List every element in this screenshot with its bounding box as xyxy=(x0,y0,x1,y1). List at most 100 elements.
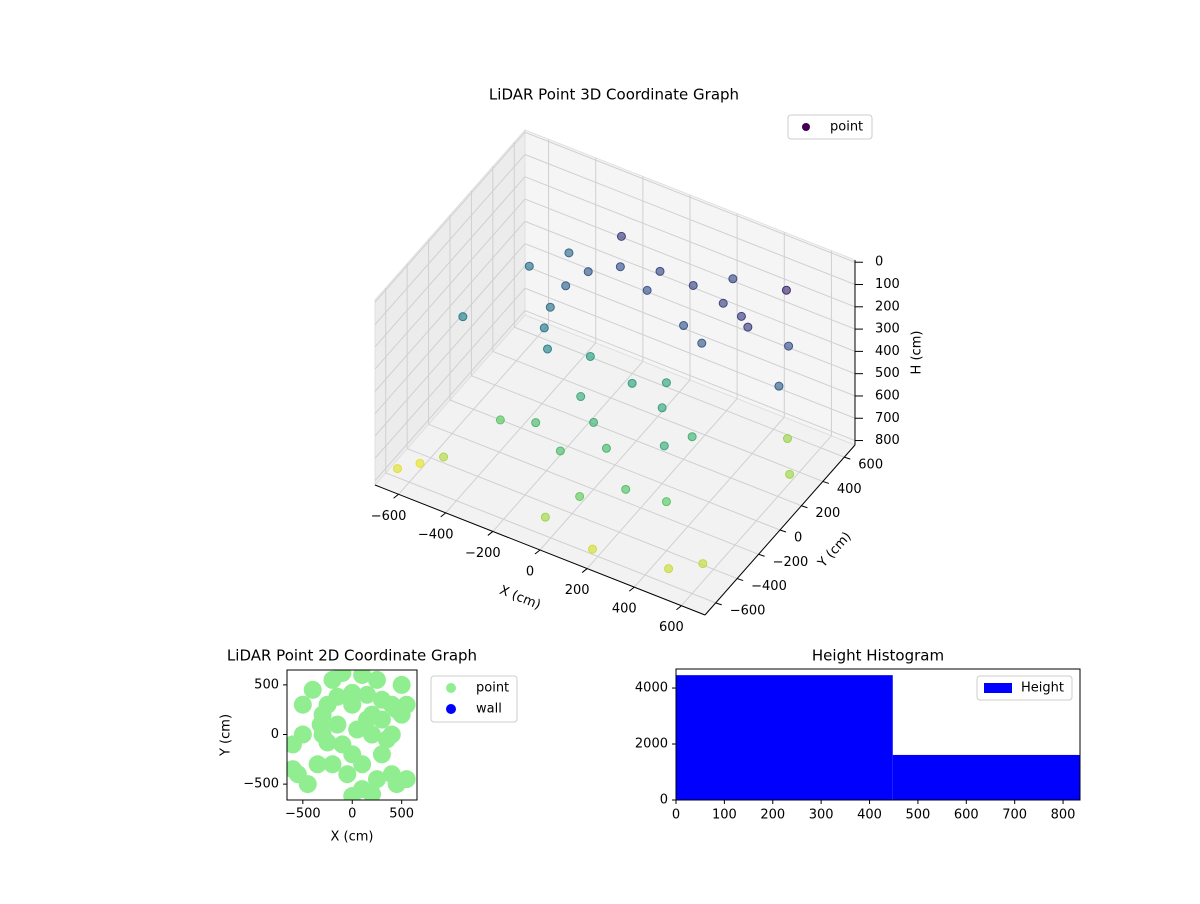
grid-line xyxy=(374,243,526,415)
point xyxy=(439,452,449,462)
y-tick-label: −400 xyxy=(751,579,787,594)
x-tick-label: −600 xyxy=(371,509,407,524)
z-tick-label: 500 xyxy=(875,366,900,381)
point xyxy=(616,231,626,241)
point xyxy=(415,458,425,468)
point xyxy=(372,745,391,764)
x-tick-label: 600 xyxy=(954,808,979,823)
point xyxy=(363,725,382,744)
grid-line xyxy=(449,399,781,531)
y-tick xyxy=(758,553,765,557)
z-axis-label: H (cm) xyxy=(910,331,925,375)
x-axis xyxy=(374,484,706,616)
point xyxy=(728,274,738,284)
x-tick-label: −500 xyxy=(285,807,321,822)
grid-line xyxy=(524,310,856,442)
point xyxy=(783,434,792,444)
y-tick-label: 400 xyxy=(837,482,862,497)
chart-title: LiDAR Point 2D Coordinate Graph xyxy=(227,647,477,665)
point xyxy=(736,311,746,321)
point xyxy=(688,280,698,290)
point xyxy=(293,725,312,744)
point xyxy=(343,787,362,800)
grid-line xyxy=(524,265,856,397)
x-tick-label: 100 xyxy=(712,808,737,823)
point xyxy=(524,261,534,271)
legend-label: wall xyxy=(476,702,502,717)
x-tick-label: 500 xyxy=(906,808,931,823)
point xyxy=(545,302,555,312)
x-tick-label: 600 xyxy=(659,620,684,635)
y-tick-label: 0 xyxy=(271,727,279,742)
point xyxy=(627,378,637,388)
point xyxy=(393,464,402,474)
legend-label: point xyxy=(830,120,863,135)
point xyxy=(698,559,708,569)
x-tick-label: 700 xyxy=(1002,808,1027,823)
y-axis-label: Y (cm) xyxy=(219,714,234,757)
legend-label: Height xyxy=(1021,681,1064,696)
point xyxy=(697,338,707,348)
x-tick xyxy=(581,568,588,573)
grid-line xyxy=(385,472,716,604)
point xyxy=(657,403,667,413)
x-tick xyxy=(393,493,399,499)
legend-label: point xyxy=(476,681,509,696)
grid-line xyxy=(524,198,856,330)
point xyxy=(531,418,541,428)
z-tick-label: 800 xyxy=(875,433,900,448)
y-tick-label: −600 xyxy=(730,603,766,618)
z-tick-label: 700 xyxy=(875,411,900,426)
point xyxy=(343,695,362,714)
grid-line xyxy=(374,221,526,392)
chart-title: LiDAR Point 3D Coordinate Graph xyxy=(489,86,739,104)
grid-line xyxy=(374,198,526,370)
z-tick-label: 200 xyxy=(875,299,900,314)
axes-frame xyxy=(675,668,1081,801)
point xyxy=(555,446,565,456)
point xyxy=(664,564,674,574)
legend-marker xyxy=(446,704,456,714)
z-tick-label: 0 xyxy=(875,255,883,270)
x-tick xyxy=(534,549,541,555)
point xyxy=(601,443,611,453)
grid-line xyxy=(492,350,824,482)
point xyxy=(353,670,372,684)
y-tick-label: −200 xyxy=(773,555,809,570)
y-tick-label: 500 xyxy=(254,677,279,692)
point xyxy=(392,705,411,724)
point xyxy=(661,378,671,388)
point xyxy=(642,285,652,295)
point xyxy=(363,785,382,800)
x-tick xyxy=(487,531,494,536)
x-tick-label: 200 xyxy=(565,583,590,598)
point xyxy=(588,544,597,554)
point xyxy=(659,441,669,451)
y-tick xyxy=(822,480,830,484)
grid-line xyxy=(524,243,856,375)
point xyxy=(575,491,585,501)
x-tick-label: 400 xyxy=(857,808,882,823)
x-tick xyxy=(676,605,682,611)
y-axis xyxy=(704,444,856,616)
point xyxy=(585,351,595,361)
point xyxy=(367,670,386,689)
point xyxy=(372,710,391,729)
point xyxy=(539,323,549,333)
point xyxy=(358,685,377,704)
point xyxy=(564,248,574,258)
point xyxy=(495,415,505,425)
point xyxy=(458,312,468,322)
point xyxy=(543,344,552,354)
y-tick-label: 200 xyxy=(815,506,840,521)
point xyxy=(333,670,352,682)
z-tick-label: 600 xyxy=(875,388,900,403)
grid-line xyxy=(374,176,526,348)
x-tick-label: 800 xyxy=(1051,808,1076,823)
legend-marker xyxy=(984,683,1012,693)
legend-box xyxy=(430,675,518,723)
grid-line xyxy=(524,176,856,308)
point xyxy=(718,298,728,308)
point xyxy=(367,770,386,789)
